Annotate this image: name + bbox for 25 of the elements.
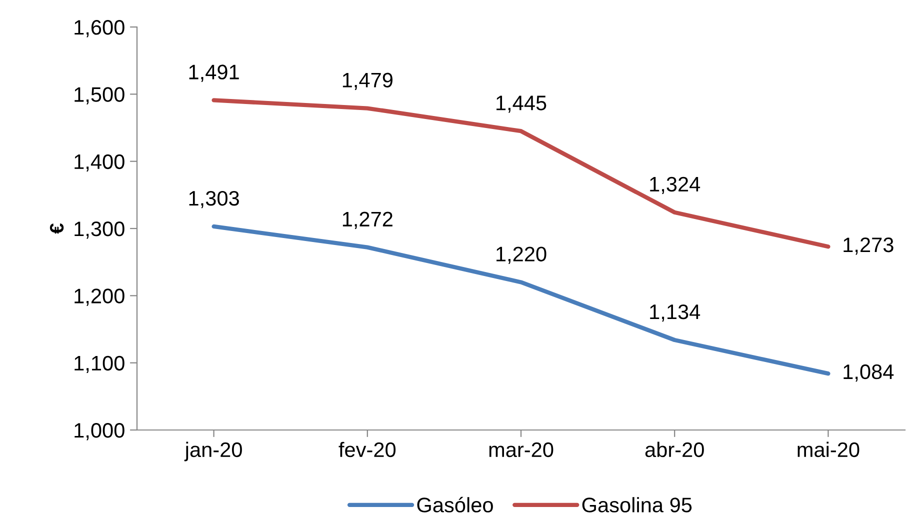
data-label: 1,272 bbox=[342, 212, 392, 229]
data-label: 1,084 bbox=[844, 364, 894, 382]
x-tick-label: fev-20 bbox=[338, 442, 396, 458]
legend-label: Gasóleo bbox=[417, 496, 493, 512]
data-label: 1,303 bbox=[189, 190, 239, 208]
data-label: 1,324 bbox=[650, 176, 700, 194]
data-label: 1,479 bbox=[342, 72, 392, 90]
y-tick-label: 1,000 bbox=[74, 423, 124, 440]
y-tick-label: 1,500 bbox=[74, 87, 124, 104]
legend-label: Gasolina 95 bbox=[582, 497, 692, 512]
data-label: 1,273 bbox=[844, 237, 894, 255]
y-tick-label: 1,100 bbox=[74, 356, 124, 374]
data-label: 1,491 bbox=[189, 64, 239, 82]
y-tick-label: 1,600 bbox=[74, 20, 124, 38]
x-tick-label: mar-20 bbox=[489, 442, 554, 458]
x-tick-label: jan-20 bbox=[184, 442, 242, 462]
x-tick-label: mai-20 bbox=[798, 442, 860, 458]
y-axis-title: € bbox=[50, 223, 64, 234]
y-tick-label: 1,200 bbox=[74, 288, 124, 306]
data-label: 1,445 bbox=[496, 96, 546, 113]
y-tick-label: 1,300 bbox=[74, 222, 124, 239]
x-tick-label: abr-20 bbox=[645, 442, 704, 458]
data-label: 1,220 bbox=[496, 246, 546, 264]
y-tick-label: 1,400 bbox=[74, 154, 124, 172]
data-label: 1,134 bbox=[650, 304, 700, 322]
